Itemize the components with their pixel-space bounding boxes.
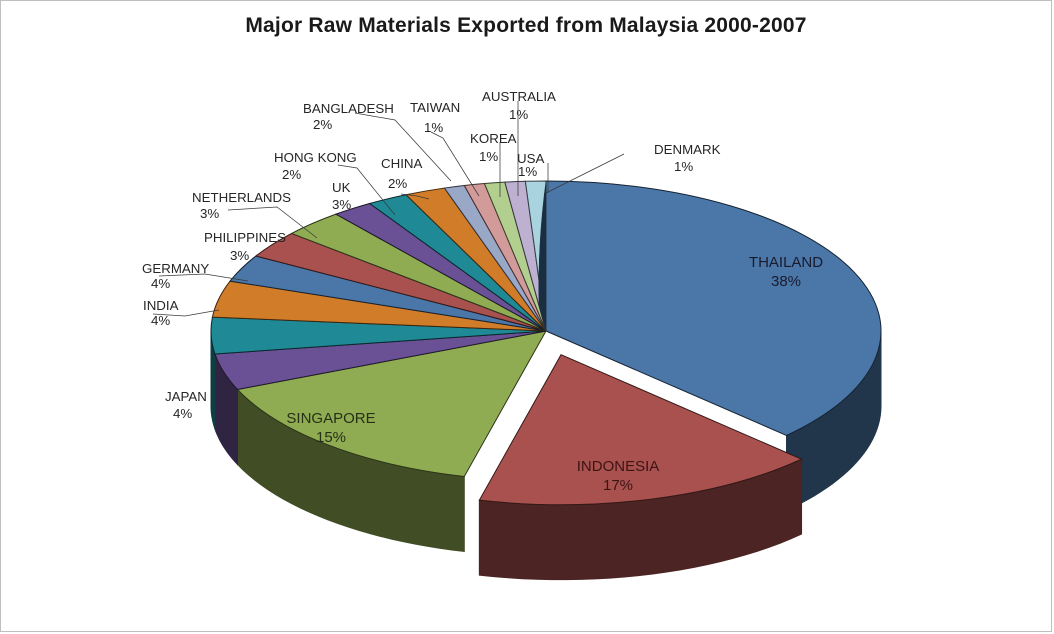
svg-text:JAPAN: JAPAN [165,389,207,404]
svg-text:1%: 1% [509,107,528,122]
svg-text:TAIWAN: TAIWAN [410,100,460,115]
svg-text:NETHERLANDS: NETHERLANDS [192,190,291,205]
svg-text:2%: 2% [388,176,407,191]
svg-text:1%: 1% [424,120,443,135]
svg-text:4%: 4% [173,406,192,421]
svg-text:CHINA: CHINA [381,156,423,171]
svg-text:DENMARK: DENMARK [654,142,721,157]
svg-text:PHILIPPINES: PHILIPPINES [204,230,286,245]
svg-text:THAILAND: THAILAND [749,254,823,271]
svg-text:HONG KONG: HONG KONG [274,150,357,165]
svg-text:KOREA: KOREA [470,131,517,146]
svg-text:1%: 1% [479,149,498,164]
svg-text:3%: 3% [230,248,249,263]
svg-text:INDONESIA: INDONESIA [577,458,660,475]
svg-text:BANGLADESH: BANGLADESH [303,101,394,116]
svg-text:SINGAPORE: SINGAPORE [286,410,375,427]
svg-text:4%: 4% [151,276,170,291]
svg-text:1%: 1% [518,164,537,179]
svg-text:38%: 38% [771,273,801,290]
svg-text:2%: 2% [282,167,301,182]
svg-text:GERMANY: GERMANY [142,261,209,276]
svg-text:2%: 2% [313,117,332,132]
svg-text:INDIA: INDIA [143,298,179,313]
svg-text:AUSTRALIA: AUSTRALIA [482,89,556,104]
svg-text:3%: 3% [200,206,219,221]
svg-text:UK: UK [332,180,351,195]
svg-text:17%: 17% [603,477,633,494]
svg-text:3%: 3% [332,197,351,212]
svg-text:1%: 1% [674,159,693,174]
svg-text:4%: 4% [151,313,170,328]
svg-text:15%: 15% [316,429,346,446]
